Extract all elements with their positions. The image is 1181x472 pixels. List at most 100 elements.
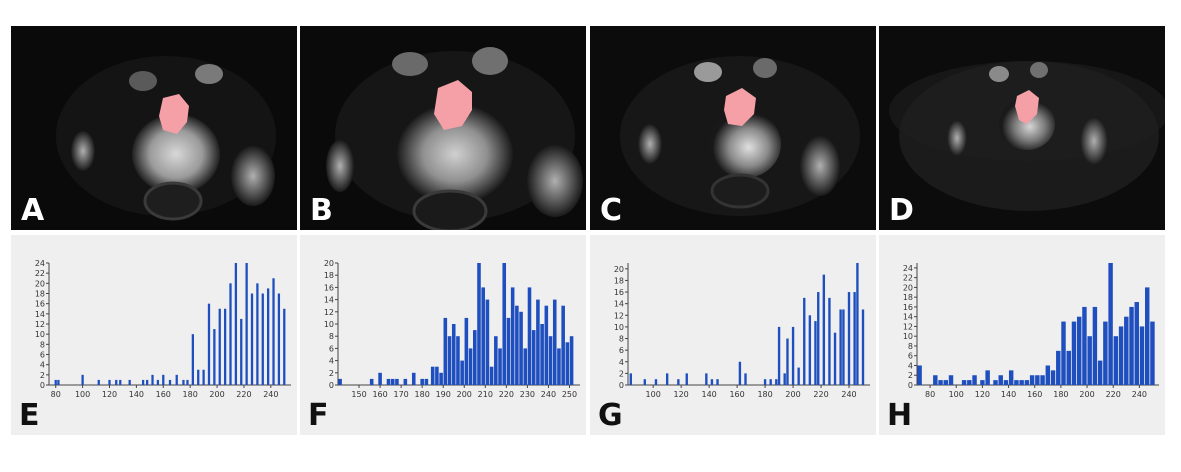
histogram-bar <box>1008 370 1014 385</box>
histogram-bar <box>213 329 216 385</box>
panel-label-e: E <box>19 398 40 433</box>
x-tick-label: 240 <box>541 390 556 399</box>
histogram-bar <box>565 342 570 385</box>
histogram-bar <box>769 379 772 385</box>
y-tick-label: 20 <box>903 283 913 292</box>
histogram-bar <box>267 288 270 385</box>
histogram-bar <box>386 378 391 385</box>
histogram-bar <box>985 370 990 385</box>
panel-label-g: G <box>598 398 623 433</box>
y-tick-label: 22 <box>35 269 45 278</box>
x-tick-label: 220 <box>236 390 251 399</box>
histogram-bar <box>207 303 211 385</box>
y-tick-label: 10 <box>903 332 913 341</box>
histogram-bar <box>808 315 812 385</box>
histogram-bar <box>791 326 795 385</box>
histogram-bar <box>540 324 544 385</box>
histogram-bar <box>847 292 851 385</box>
histogram-bar <box>1113 336 1119 385</box>
histogram-bar <box>151 374 154 385</box>
histogram-bar <box>494 336 498 385</box>
y-tick-label: 20 <box>614 265 624 274</box>
x-tick-label: 80 <box>51 390 61 399</box>
x-tick-label: 140 <box>129 390 144 399</box>
histogram-bar <box>1035 375 1040 385</box>
histogram-bar <box>54 379 57 385</box>
x-tick-label: 200 <box>457 390 472 399</box>
y-tick-label: 6 <box>908 352 913 361</box>
histogram-bar <box>654 379 658 385</box>
x-tick-label: 200 <box>1079 390 1094 399</box>
mri-scan-a <box>11 26 297 230</box>
x-tick-label: 220 <box>1106 390 1121 399</box>
histogram-bar <box>531 330 536 385</box>
histogram-bar <box>1029 375 1035 385</box>
histogram-bar <box>548 336 553 385</box>
histogram-bar <box>1050 370 1056 385</box>
histogram-bar <box>527 287 532 385</box>
histogram-bar <box>569 336 574 385</box>
y-tick-label: 18 <box>324 271 334 280</box>
y-tick-label: 4 <box>40 361 45 370</box>
histogram-bar <box>250 293 254 385</box>
histogram-bar <box>218 308 221 385</box>
histogram-bar <box>223 308 227 385</box>
x-tick-label: 200 <box>785 390 800 399</box>
histogram-bar <box>1087 336 1092 385</box>
histogram-bar <box>456 336 460 385</box>
histogram-bar <box>283 308 286 385</box>
histogram-bar <box>81 374 84 385</box>
y-tick-label: 24 <box>903 264 913 273</box>
y-tick-label: 0 <box>619 381 624 390</box>
histogram-bar <box>156 379 160 385</box>
histogram-bar <box>993 380 998 385</box>
histogram-bar <box>506 317 511 385</box>
histogram-bar <box>519 311 523 385</box>
histogram-bar <box>705 373 708 385</box>
histogram-bar <box>1129 306 1134 385</box>
histogram-bar <box>842 309 845 385</box>
y-tick-label: 20 <box>35 279 45 288</box>
histogram-bar <box>162 374 165 385</box>
histogram-bar <box>485 299 490 385</box>
histogram-bar <box>498 348 502 385</box>
x-tick-label: 120 <box>674 390 689 399</box>
histogram-bar <box>378 372 382 385</box>
mri-scan-d <box>879 26 1165 230</box>
histogram-bar <box>460 360 464 385</box>
histogram-bar <box>763 379 767 385</box>
x-tick-label: 140 <box>701 390 716 399</box>
y-tick-label: 8 <box>908 342 913 351</box>
panel-label-a: A <box>21 193 45 228</box>
mri-image-c: C <box>590 26 876 230</box>
x-tick-label: 230 <box>520 390 535 399</box>
histogram-bar <box>128 379 131 385</box>
histogram-bar <box>420 378 424 385</box>
histogram-h: 0 2 4 6 8 10 12 14 16 18 20 22 24 80 100 120 140 160 180 20… <box>879 235 1165 435</box>
mri-scan-c <box>590 26 876 230</box>
y-tick-label: 12 <box>324 308 334 317</box>
roi-overlay-b <box>434 80 472 130</box>
histogram-bar <box>439 372 443 385</box>
histogram-bar <box>191 334 194 385</box>
histogram-bar <box>477 263 481 385</box>
histogram-bar <box>447 336 452 385</box>
x-tick-label: 170 <box>393 390 408 399</box>
x-tick-label: 220 <box>499 390 514 399</box>
x-tick-label: 160 <box>372 390 387 399</box>
histogram-bar <box>1019 380 1024 385</box>
histogram-bar <box>839 309 842 385</box>
histogram-g: 0 2 4 6 8 10 12 14 16 18 20 100 120 140 160 180 200 220 24… <box>590 235 876 435</box>
histogram-bar <box>57 379 60 385</box>
y-tick-label: 16 <box>903 303 913 312</box>
histogram-bar <box>775 379 778 385</box>
histogram-bar <box>998 375 1003 385</box>
histogram-bar <box>146 379 149 385</box>
y-tick-label: 4 <box>329 357 334 366</box>
x-tick-label: 150 <box>351 390 366 399</box>
y-tick-label: 6 <box>619 346 624 355</box>
histogram-bar <box>489 366 494 385</box>
histogram-bar <box>1108 263 1113 385</box>
y-tick-label: 0 <box>329 381 334 390</box>
